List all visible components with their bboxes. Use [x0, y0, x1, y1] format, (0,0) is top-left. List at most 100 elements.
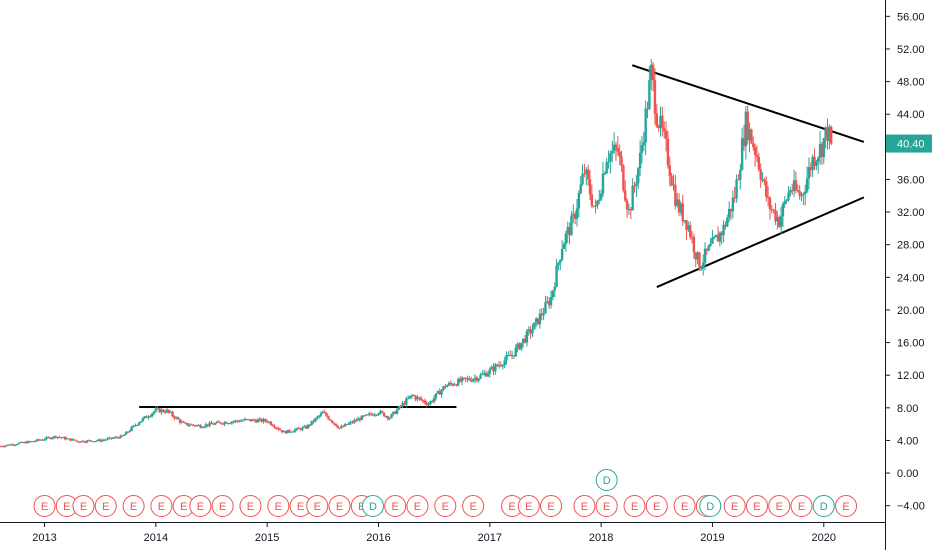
earnings-marker[interactable]: E [306, 495, 329, 517]
earnings-marker[interactable]: E [239, 495, 262, 517]
candle [356, 416, 360, 421]
candle [284, 430, 287, 434]
earnings-marker[interactable]: E [94, 495, 117, 517]
candle [26, 440, 30, 444]
candle [796, 184, 799, 193]
dividend-marker[interactable]: D [812, 495, 835, 517]
candle [136, 424, 139, 427]
candle [475, 376, 479, 383]
candle [63, 435, 67, 441]
earnings-marker[interactable]: E [768, 495, 791, 517]
candle [139, 420, 143, 423]
earnings-marker[interactable]: E [573, 495, 596, 517]
earnings-marker[interactable]: E [517, 495, 540, 517]
earnings-marker[interactable]: E [189, 495, 212, 517]
time-axis[interactable]: 2013 2014 2015 2016 2017 2018 2019 2020 [32, 522, 836, 544]
price-tick-label: 16.00 [897, 338, 925, 350]
candle [666, 130, 670, 169]
svg-text:E: E [508, 501, 515, 513]
candle [445, 384, 449, 388]
candle [792, 169, 796, 197]
candle [121, 435, 124, 437]
candle [824, 126, 827, 149]
earnings-marker[interactable]: E [406, 495, 429, 517]
candle [176, 416, 180, 420]
candle [397, 405, 401, 411]
earnings-marker[interactable]: E [745, 495, 768, 517]
candle [458, 376, 462, 383]
dividend-marker[interactable]: D [699, 495, 722, 517]
candle [32, 441, 35, 443]
candle [338, 427, 341, 430]
candle [239, 418, 243, 422]
earnings-marker[interactable]: E [673, 495, 696, 517]
dividend-marker[interactable]: D [595, 469, 618, 491]
candle [455, 383, 458, 387]
candle [522, 338, 525, 348]
earnings-marker[interactable]: E [835, 495, 858, 517]
price-tick-label: −4.00 [897, 501, 925, 513]
candle [440, 388, 443, 398]
candle [637, 166, 640, 190]
price-tick-label: 48.00 [897, 77, 925, 89]
candle [817, 156, 820, 174]
candle [58, 435, 61, 439]
price-axis[interactable]: −4.00 0.00 4.00 8.00 12.00 16.00 20.00 24.00 28.… [885, 11, 925, 513]
trendline-layer [139, 64, 865, 408]
earnings-marker[interactable]: E [328, 495, 351, 517]
candle [629, 207, 633, 219]
candle [486, 370, 490, 377]
earnings-marker[interactable]: E [211, 495, 234, 517]
earnings-marker[interactable]: E [434, 495, 457, 517]
svg-text:E: E [102, 501, 109, 513]
candle [698, 251, 701, 271]
dividend-marker[interactable]: D [361, 495, 384, 517]
candle [316, 415, 319, 421]
candle [761, 172, 764, 183]
earnings-marker[interactable]: E [267, 495, 290, 517]
candle [544, 295, 547, 314]
candle [481, 370, 484, 376]
candle [273, 424, 276, 429]
svg-text:E: E [41, 501, 48, 513]
earnings-marker[interactable]: E [150, 495, 173, 517]
candle [611, 140, 614, 163]
candle [254, 418, 258, 424]
candle [384, 415, 388, 418]
candle [217, 420, 221, 423]
candle [178, 418, 182, 425]
candle [0, 445, 2, 448]
earnings-marker[interactable]: E [122, 495, 145, 517]
earnings-marker[interactable]: E [384, 495, 407, 517]
candle [395, 407, 399, 415]
candle [779, 206, 783, 235]
candle [35, 438, 39, 442]
candle [327, 415, 330, 420]
candle [705, 248, 709, 255]
candle [345, 424, 349, 426]
candle [21, 441, 24, 444]
earnings-marker[interactable]: E [723, 495, 746, 517]
earnings-marker[interactable]: E [540, 495, 563, 517]
candle [48, 436, 52, 440]
trendline[interactable] [656, 196, 865, 289]
earnings-marker[interactable]: E [645, 495, 668, 517]
candle [601, 161, 605, 197]
candle [688, 221, 692, 240]
earnings-marker[interactable]: E [72, 495, 95, 517]
svg-text:E: E [581, 501, 588, 513]
earnings-marker[interactable]: E [595, 495, 618, 517]
earnings-marker[interactable]: E [33, 495, 56, 517]
earnings-marker[interactable]: E [501, 495, 524, 517]
candle [82, 440, 85, 443]
candle [605, 158, 608, 174]
candle [304, 425, 308, 430]
candle [97, 438, 100, 442]
earnings-marker[interactable]: E [623, 495, 646, 517]
earnings-marker[interactable]: E [462, 495, 485, 517]
candle [61, 436, 65, 438]
candle [24, 440, 28, 444]
earnings-marker[interactable]: E [790, 495, 813, 517]
